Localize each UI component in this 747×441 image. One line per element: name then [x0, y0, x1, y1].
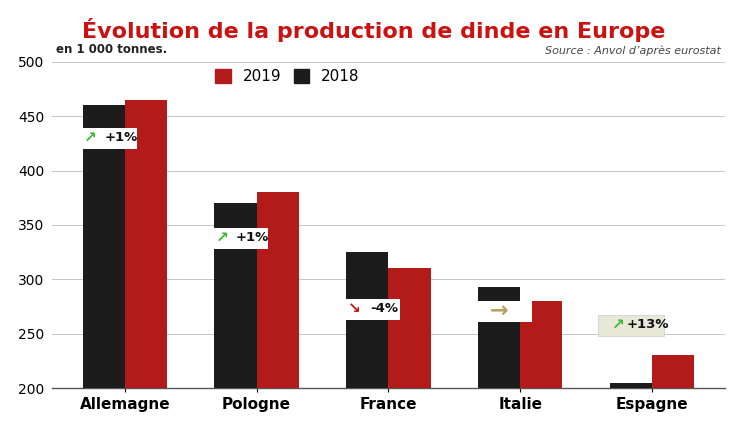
Bar	[610, 383, 652, 388]
Text: ↗: ↗	[216, 230, 229, 245]
FancyBboxPatch shape	[598, 315, 664, 336]
Bar	[388, 269, 430, 388]
FancyBboxPatch shape	[335, 299, 400, 320]
FancyBboxPatch shape	[202, 228, 268, 249]
Bar	[214, 203, 257, 388]
Text: en 1 000 tonnes.: en 1 000 tonnes.	[56, 43, 167, 56]
Bar	[520, 301, 562, 388]
Bar	[83, 105, 125, 388]
FancyBboxPatch shape	[71, 128, 137, 149]
FancyBboxPatch shape	[466, 301, 532, 322]
Text: +13%: +13%	[627, 318, 669, 331]
Bar	[347, 252, 388, 388]
Bar	[478, 287, 520, 388]
Text: ↘: ↘	[348, 301, 361, 316]
Text: ↗: ↗	[612, 317, 624, 332]
Text: Évolution de la production de dinde en Europe: Évolution de la production de dinde en E…	[82, 18, 665, 41]
Bar	[257, 192, 299, 388]
Text: →: →	[490, 300, 509, 320]
Text: ↗: ↗	[84, 130, 97, 145]
Legend: 2019, 2018: 2019, 2018	[215, 69, 360, 84]
Text: -4%: -4%	[371, 302, 398, 314]
Text: Source : Anvol d’après eurostat: Source : Anvol d’après eurostat	[545, 46, 721, 56]
Text: +1%: +1%	[236, 231, 269, 244]
Bar	[125, 100, 167, 388]
Bar	[652, 355, 694, 388]
Text: +1%: +1%	[105, 131, 137, 144]
